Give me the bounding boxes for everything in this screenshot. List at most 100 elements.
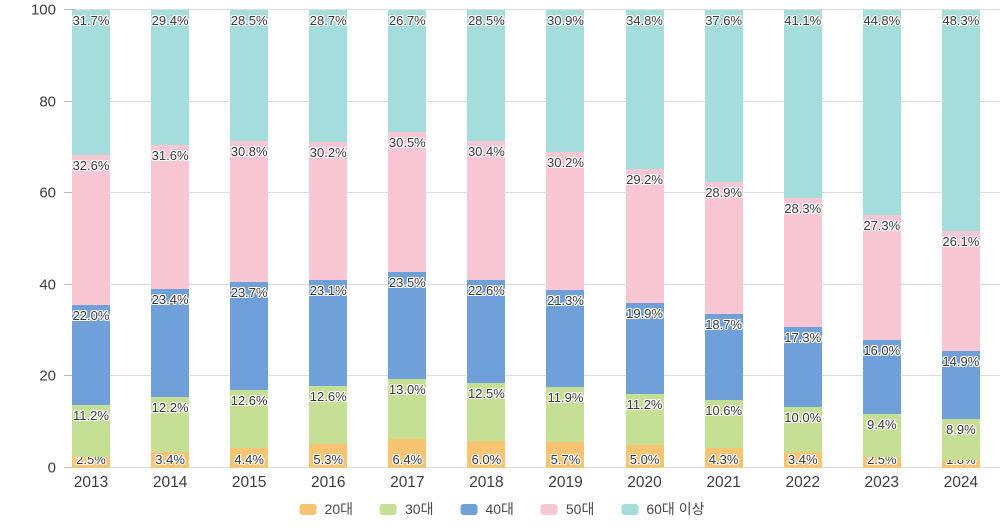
bar-segment-label: 3.4%	[155, 452, 185, 467]
bar-segment-label: 29.2%	[626, 171, 663, 187]
y-axis-tick-label: 0	[47, 459, 56, 477]
bar-segment: 11.2%	[625, 393, 664, 446]
bar-segment: 23.4%	[151, 289, 190, 397]
bar-segment-label: 23.7%	[230, 284, 268, 300]
bar-segment-label: 9.4%	[866, 416, 897, 432]
bar-segment-label: 18.7%	[705, 317, 743, 333]
bar-segment: 10.6%	[704, 399, 743, 449]
legend-swatch	[460, 503, 478, 515]
bar-segment: 32.6%	[72, 155, 110, 305]
bar-segment-label: 30.2%	[547, 154, 584, 170]
legend-label: 50대	[565, 501, 595, 517]
bar-segment: 26.7%	[388, 9, 427, 132]
bar-segment-label: 5.0%	[629, 452, 660, 467]
bar-segment-label: 29.4%	[151, 13, 189, 29]
bar-segment-label: 28.3%	[784, 200, 822, 216]
bar-segment-label: 5.3%	[313, 452, 344, 467]
bar-segment: 30.8%	[230, 140, 269, 282]
bar-segment-label: 22.6%	[467, 282, 505, 298]
legend-label: 20대	[324, 501, 353, 517]
x-axis-category-label: 2019	[548, 474, 583, 491]
bar-column: 3.4% 12.2% 23.4% 31.6% 29.4% 2014	[151, 10, 190, 491]
legend-item: 40대	[460, 499, 514, 519]
legend-swatch	[379, 503, 397, 515]
bar-segment-label: 10.6%	[705, 402, 743, 418]
bar-segment-label: 17.3%	[784, 330, 822, 346]
bar-segment: 23.5%	[388, 271, 427, 380]
bar-column: 5.7% 11.9% 21.3% 30.2% 30.9% 2019	[546, 10, 585, 491]
x-axis-category-label: 2024	[943, 474, 979, 491]
x-axis-category-label: 2015	[231, 474, 267, 491]
bar-segment: 23.7%	[230, 281, 269, 391]
y-axis: 0 20 40 60 80 100	[0, 3, 56, 476]
bar-segment: 31.6%	[151, 144, 190, 290]
bar-segment: 13.0%	[388, 379, 427, 439]
legend-swatch	[540, 503, 558, 515]
bar-segment: 30.4%	[467, 140, 506, 280]
bar-segment: 30.2%	[546, 151, 585, 290]
x-axis-category-label: 2022	[785, 474, 820, 491]
bar-segment: 2.5%	[862, 452, 901, 468]
bar-segment: 17.3%	[783, 327, 822, 407]
bar-segment-label: 12.6%	[309, 389, 347, 405]
bar-segment: 48.3%	[941, 10, 980, 232]
bar-segment: 10.0%	[783, 406, 822, 453]
bar-segment-label: 30.5%	[388, 134, 426, 150]
bar-segment: 3.4%	[783, 452, 822, 468]
y-axis-tick-label: 40	[39, 276, 56, 294]
gridline	[64, 9, 1000, 10]
bar-column: 3.4% 10.0% 17.3% 28.3% 41.1% 2022	[783, 9, 822, 491]
bar-segment: 16.0%	[862, 340, 901, 414]
bar-segment-label: 26.7%	[388, 12, 426, 28]
bar-segment-label: 30.2%	[309, 144, 347, 160]
bar-segment: 11.2%	[72, 405, 110, 457]
legend-item: 20대	[299, 499, 353, 519]
bar-segment-label: 11.2%	[626, 396, 663, 412]
bar-segment: 22.6%	[467, 279, 506, 384]
bar-segment: 44.8%	[862, 10, 901, 216]
x-axis-category-label: 2017	[390, 474, 425, 491]
bar-segment: 28.9%	[704, 181, 743, 315]
bar-segment-label: 23.5%	[388, 274, 426, 290]
bar-segment: 2.5%	[72, 452, 110, 468]
gridline	[64, 100, 1000, 102]
bar-column: 4.3% 10.6% 18.7% 28.9% 37.6% 2021	[704, 9, 743, 491]
bar-segment-label: 27.3%	[863, 218, 901, 234]
bar-segment: 18.7%	[704, 314, 743, 400]
bar-segment-label: 31.6%	[151, 147, 189, 163]
bar-segment: 23.1%	[309, 280, 348, 387]
bar-segment-label: 26.1%	[942, 234, 980, 250]
bar-segment: 26.1%	[941, 231, 980, 351]
gridline	[64, 467, 1000, 468]
bar-segment-label: 28.5%	[230, 13, 268, 29]
bar-segment: 5.0%	[625, 445, 664, 468]
bar-segment-label: 5.7%	[550, 452, 581, 467]
bar-segment: 22.0%	[72, 304, 110, 406]
x-axis-category-label: 2014	[152, 474, 188, 491]
bar-segment-label: 28.5%	[467, 13, 505, 29]
x-axis-category-label: 2020	[627, 474, 662, 491]
y-axis-tick-label: 80	[39, 93, 56, 111]
gridline	[64, 375, 1000, 377]
bar-segment-label: 44.8%	[863, 13, 901, 29]
bar-column: 1.8% 8.9% 14.9% 26.1% 48.3% 2024	[941, 10, 980, 491]
bar-segment: 28.5%	[467, 10, 506, 141]
bar-segment-label: 14.9%	[942, 353, 980, 369]
legend-label: 30대	[404, 501, 434, 517]
bar-segment-label: 30.4%	[467, 143, 505, 159]
bar-segment: 30.2%	[309, 141, 348, 281]
bar-segment: 21.3%	[546, 289, 585, 388]
bar-segment: 12.5%	[467, 383, 506, 441]
bar-segment-label: 11.9%	[547, 390, 584, 406]
bar-column: 2.5% 11.2% 22.0% 32.6% 31.7% 2013	[72, 10, 110, 491]
bar-segment: 4.3%	[704, 448, 743, 468]
bar-segment: 28.5%	[230, 10, 269, 141]
bar-segment: 37.6%	[704, 9, 743, 182]
bar-segment-label: 10.0%	[784, 409, 822, 425]
bar-segment: 5.7%	[546, 441, 585, 468]
bar-segment-label: 48.3%	[942, 13, 980, 29]
bar-segment: 28.7%	[309, 10, 348, 142]
x-axis-category-label: 2021	[706, 474, 741, 491]
legend-label: 60대 이상	[646, 501, 705, 517]
bar-segment-label: 13.0%	[388, 382, 426, 398]
